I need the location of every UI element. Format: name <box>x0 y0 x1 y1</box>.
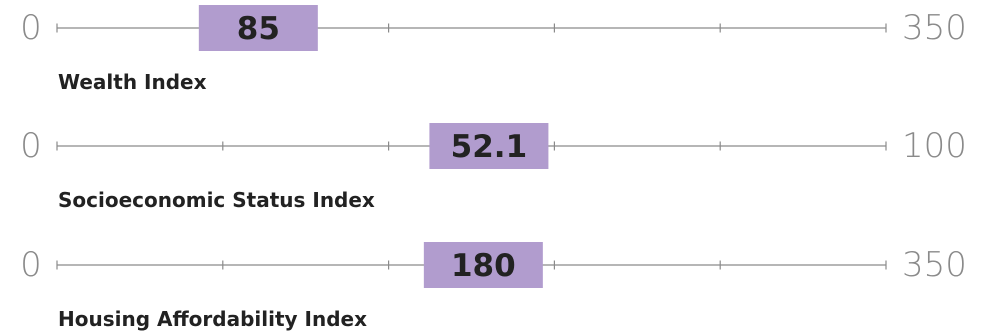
gauge-row: 0 100 52.1 Socioeconomic Status Index <box>20 123 967 212</box>
gauge-index-label: Wealth Index <box>58 70 207 94</box>
gauge-index-label: Socioeconomic Status Index <box>58 188 375 212</box>
gauge-value-marker <box>429 123 549 169</box>
gauge-max-label: 350 <box>902 8 967 48</box>
gauge-max-label: 100 <box>902 126 967 166</box>
gauge-value-label: 180 <box>451 248 516 284</box>
gauge-row: 0 350 180 Housing Affordability Index <box>20 242 967 331</box>
gauge-index-label: Housing Affordability Index <box>58 307 367 331</box>
gauge-max-label: 350 <box>902 245 967 285</box>
gauge-value-label: 85 <box>237 11 280 47</box>
gauge-row: 0 350 85 Wealth Index <box>20 5 967 94</box>
gauge-value-label: 52.1 <box>451 129 528 165</box>
gauge-min-label: 0 <box>20 8 42 48</box>
gauge-value-marker <box>198 5 318 51</box>
gauge-min-label: 0 <box>20 126 42 166</box>
gauge-min-label: 0 <box>20 245 42 285</box>
gauge-value-marker <box>423 242 543 288</box>
